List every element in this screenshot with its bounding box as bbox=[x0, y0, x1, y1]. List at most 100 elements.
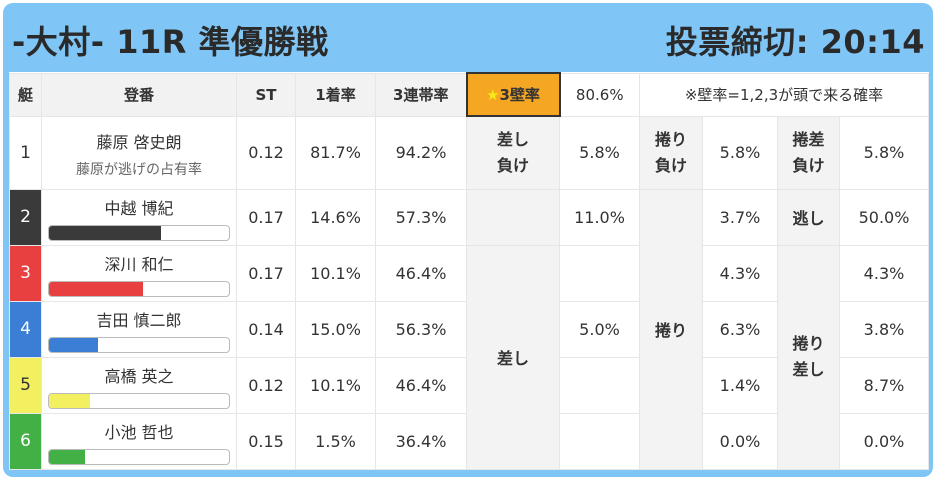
boat-number: 2 bbox=[9, 188, 42, 246]
boat-number: 4 bbox=[9, 300, 42, 358]
makuri-label: 捲り bbox=[639, 188, 703, 471]
col-boat: 艇 bbox=[9, 72, 42, 117]
racer-name: 藤原 啓史朗 bbox=[96, 132, 182, 152]
makurisashi-label: 捲り 差し bbox=[777, 244, 840, 471]
win-rate-value: 14.6% bbox=[295, 188, 376, 246]
share-bar-fill bbox=[49, 450, 85, 465]
table-row: 2 中越 博紀 0.17 14.6% 57.3% 11.0% 捲り 3.7% 逃… bbox=[9, 188, 929, 471]
share-bar-fill bbox=[49, 394, 91, 409]
sashi-value: 5.0% bbox=[559, 300, 640, 358]
wall-rate-value: 80.6% bbox=[559, 72, 640, 117]
makuri-value: 6.3% bbox=[702, 300, 778, 358]
sashi-empty bbox=[559, 244, 640, 302]
win-rate-value: 1.5% bbox=[295, 412, 376, 471]
top3-rate-value: 57.3% bbox=[375, 188, 467, 246]
star-icon: ★ bbox=[486, 86, 500, 104]
boat-number: 6 bbox=[9, 412, 42, 471]
col-win-rate: 1着率 bbox=[295, 72, 376, 117]
st-value: 0.12 bbox=[236, 115, 296, 190]
racer-name: 中越 博紀 bbox=[104, 199, 174, 219]
nige-value: 50.0% bbox=[839, 188, 929, 246]
sashi-empty bbox=[559, 356, 640, 414]
makurisashimake-label-line2: 負け bbox=[792, 155, 825, 175]
vote-deadline: 投票締切: 20:14 bbox=[665, 23, 925, 61]
boat-number: 1 bbox=[9, 115, 42, 190]
win-rate-value: 15.0% bbox=[295, 300, 376, 358]
makurimake-label-line2: 負け bbox=[654, 155, 687, 175]
racer-cell[interactable]: 深川 和仁 bbox=[41, 244, 237, 302]
share-bar-fill bbox=[49, 338, 98, 353]
makurisashi-value: 3.8% bbox=[839, 300, 929, 358]
boat-number: 5 bbox=[9, 356, 42, 414]
share-bar bbox=[48, 225, 230, 242]
racer-name: 高橋 英之 bbox=[104, 367, 174, 387]
makurisashimake-value: 5.8% bbox=[839, 115, 929, 190]
makurisashimake-label: 捲差 負け bbox=[777, 115, 840, 190]
top3-rate-value: 56.3% bbox=[375, 300, 467, 358]
racer-cell[interactable]: 小池 哲也 bbox=[41, 412, 237, 471]
makurisashi-value: 8.7% bbox=[839, 356, 929, 414]
st-value: 0.17 bbox=[236, 244, 296, 302]
share-bar bbox=[48, 337, 230, 354]
racer-name: 深川 和仁 bbox=[104, 255, 174, 275]
wall-rate-label: 3壁率 bbox=[499, 86, 540, 104]
share-bar-fill bbox=[49, 282, 143, 297]
top3-rate-value: 94.2% bbox=[375, 115, 467, 190]
racer-stats-table: 艇 登番 ST 1着率 3連帯率 ★3壁率 80.6% ※壁率=1,2,3が頭で… bbox=[9, 72, 929, 471]
top3-rate-value: 46.4% bbox=[375, 244, 467, 302]
wall-rate-note: ※壁率=1,2,3が頭で来る確率 bbox=[639, 72, 929, 117]
makurimake-value: 5.8% bbox=[702, 115, 778, 190]
escape-share-label: 藤原が逃げの占有率 bbox=[76, 161, 202, 178]
table-row: 5 高橋 英之 0.12 10.1% 46.4% 1.4% 8.7% bbox=[9, 356, 929, 414]
racer-name: 吉田 慎二郎 bbox=[96, 311, 182, 331]
col-top3-rate: 3連帯率 bbox=[375, 72, 467, 117]
racer-cell[interactable]: 中越 博紀 bbox=[41, 188, 237, 246]
makuri-value: 4.3% bbox=[702, 244, 778, 302]
sashimake-label: 差し 負け bbox=[466, 115, 560, 190]
makurimake-label: 捲り 負け bbox=[639, 115, 703, 190]
racer-cell[interactable]: 高橋 英之 bbox=[41, 356, 237, 414]
makurimake-label-line1: 捲り bbox=[654, 129, 687, 149]
racer-name: 小池 哲也 bbox=[104, 423, 174, 443]
racer-cell[interactable]: 藤原 啓史朗 藤原が逃げの占有率 bbox=[41, 115, 237, 190]
makurisashi-value: 4.3% bbox=[839, 244, 929, 302]
table-row: 3 深川 和仁 0.17 10.1% 46.4% 差し 4.3% 捲り 差し 4.… bbox=[9, 244, 929, 471]
st-value: 0.17 bbox=[236, 188, 296, 246]
share-bar bbox=[48, 393, 230, 410]
share-bar-fill bbox=[49, 226, 161, 241]
sashi-value: 11.0% bbox=[559, 188, 640, 246]
st-value: 0.14 bbox=[236, 300, 296, 358]
win-rate-value: 10.1% bbox=[295, 356, 376, 414]
sashimake-value: 5.8% bbox=[559, 115, 640, 190]
table-row: 4 吉田 慎二郎 0.14 15.0% 56.3% 5.0% 6.3% 3.8% bbox=[9, 300, 929, 358]
boat-number: 3 bbox=[9, 244, 42, 302]
makuri-value: 0.0% bbox=[702, 412, 778, 471]
st-value: 0.12 bbox=[236, 356, 296, 414]
share-bar bbox=[48, 449, 230, 466]
sashi-empty bbox=[559, 412, 640, 471]
sashimake-label-line2: 負け bbox=[496, 155, 529, 175]
win-rate-value: 10.1% bbox=[295, 244, 376, 302]
makurisashimake-label-line1: 捲差 bbox=[792, 129, 825, 149]
makuri-value: 1.4% bbox=[702, 356, 778, 414]
makurisashi-label-line2: 差し bbox=[792, 360, 825, 380]
col-st: ST bbox=[236, 72, 296, 117]
win-rate-value: 81.7% bbox=[295, 115, 376, 190]
race-title: -大村- 11R 準優勝戦 bbox=[12, 23, 329, 61]
sashi-empty bbox=[466, 188, 560, 246]
makurisashi-label-line1: 捲り bbox=[792, 334, 825, 354]
sashi-label: 差し bbox=[466, 244, 560, 471]
table-row: 1 藤原 啓史朗 藤原が逃げの占有率 0.12 81.7% 94.2% 差し負け… bbox=[9, 115, 929, 190]
racer-cell[interactable]: 吉田 慎二郎 bbox=[41, 300, 237, 358]
table-header-row: 艇 登番 ST 1着率 3連帯率 ★3壁率 80.6% ※壁率=1,2,3が頭で… bbox=[9, 72, 929, 117]
col-racer: 登番 bbox=[41, 72, 237, 117]
share-bar bbox=[48, 281, 230, 298]
makuri-value: 3.7% bbox=[702, 188, 778, 246]
table-row: 6 小池 哲也 0.15 1.5% 36.4% 0.0% 0.0% bbox=[9, 412, 929, 471]
sashimake-label-line1: 差し bbox=[496, 129, 529, 149]
col-wall-rate[interactable]: ★3壁率 bbox=[465, 72, 561, 117]
makurisashi-value: 0.0% bbox=[839, 412, 929, 471]
top3-rate-value: 46.4% bbox=[375, 356, 467, 414]
st-value: 0.15 bbox=[236, 412, 296, 471]
top3-rate-value: 36.4% bbox=[375, 412, 467, 471]
